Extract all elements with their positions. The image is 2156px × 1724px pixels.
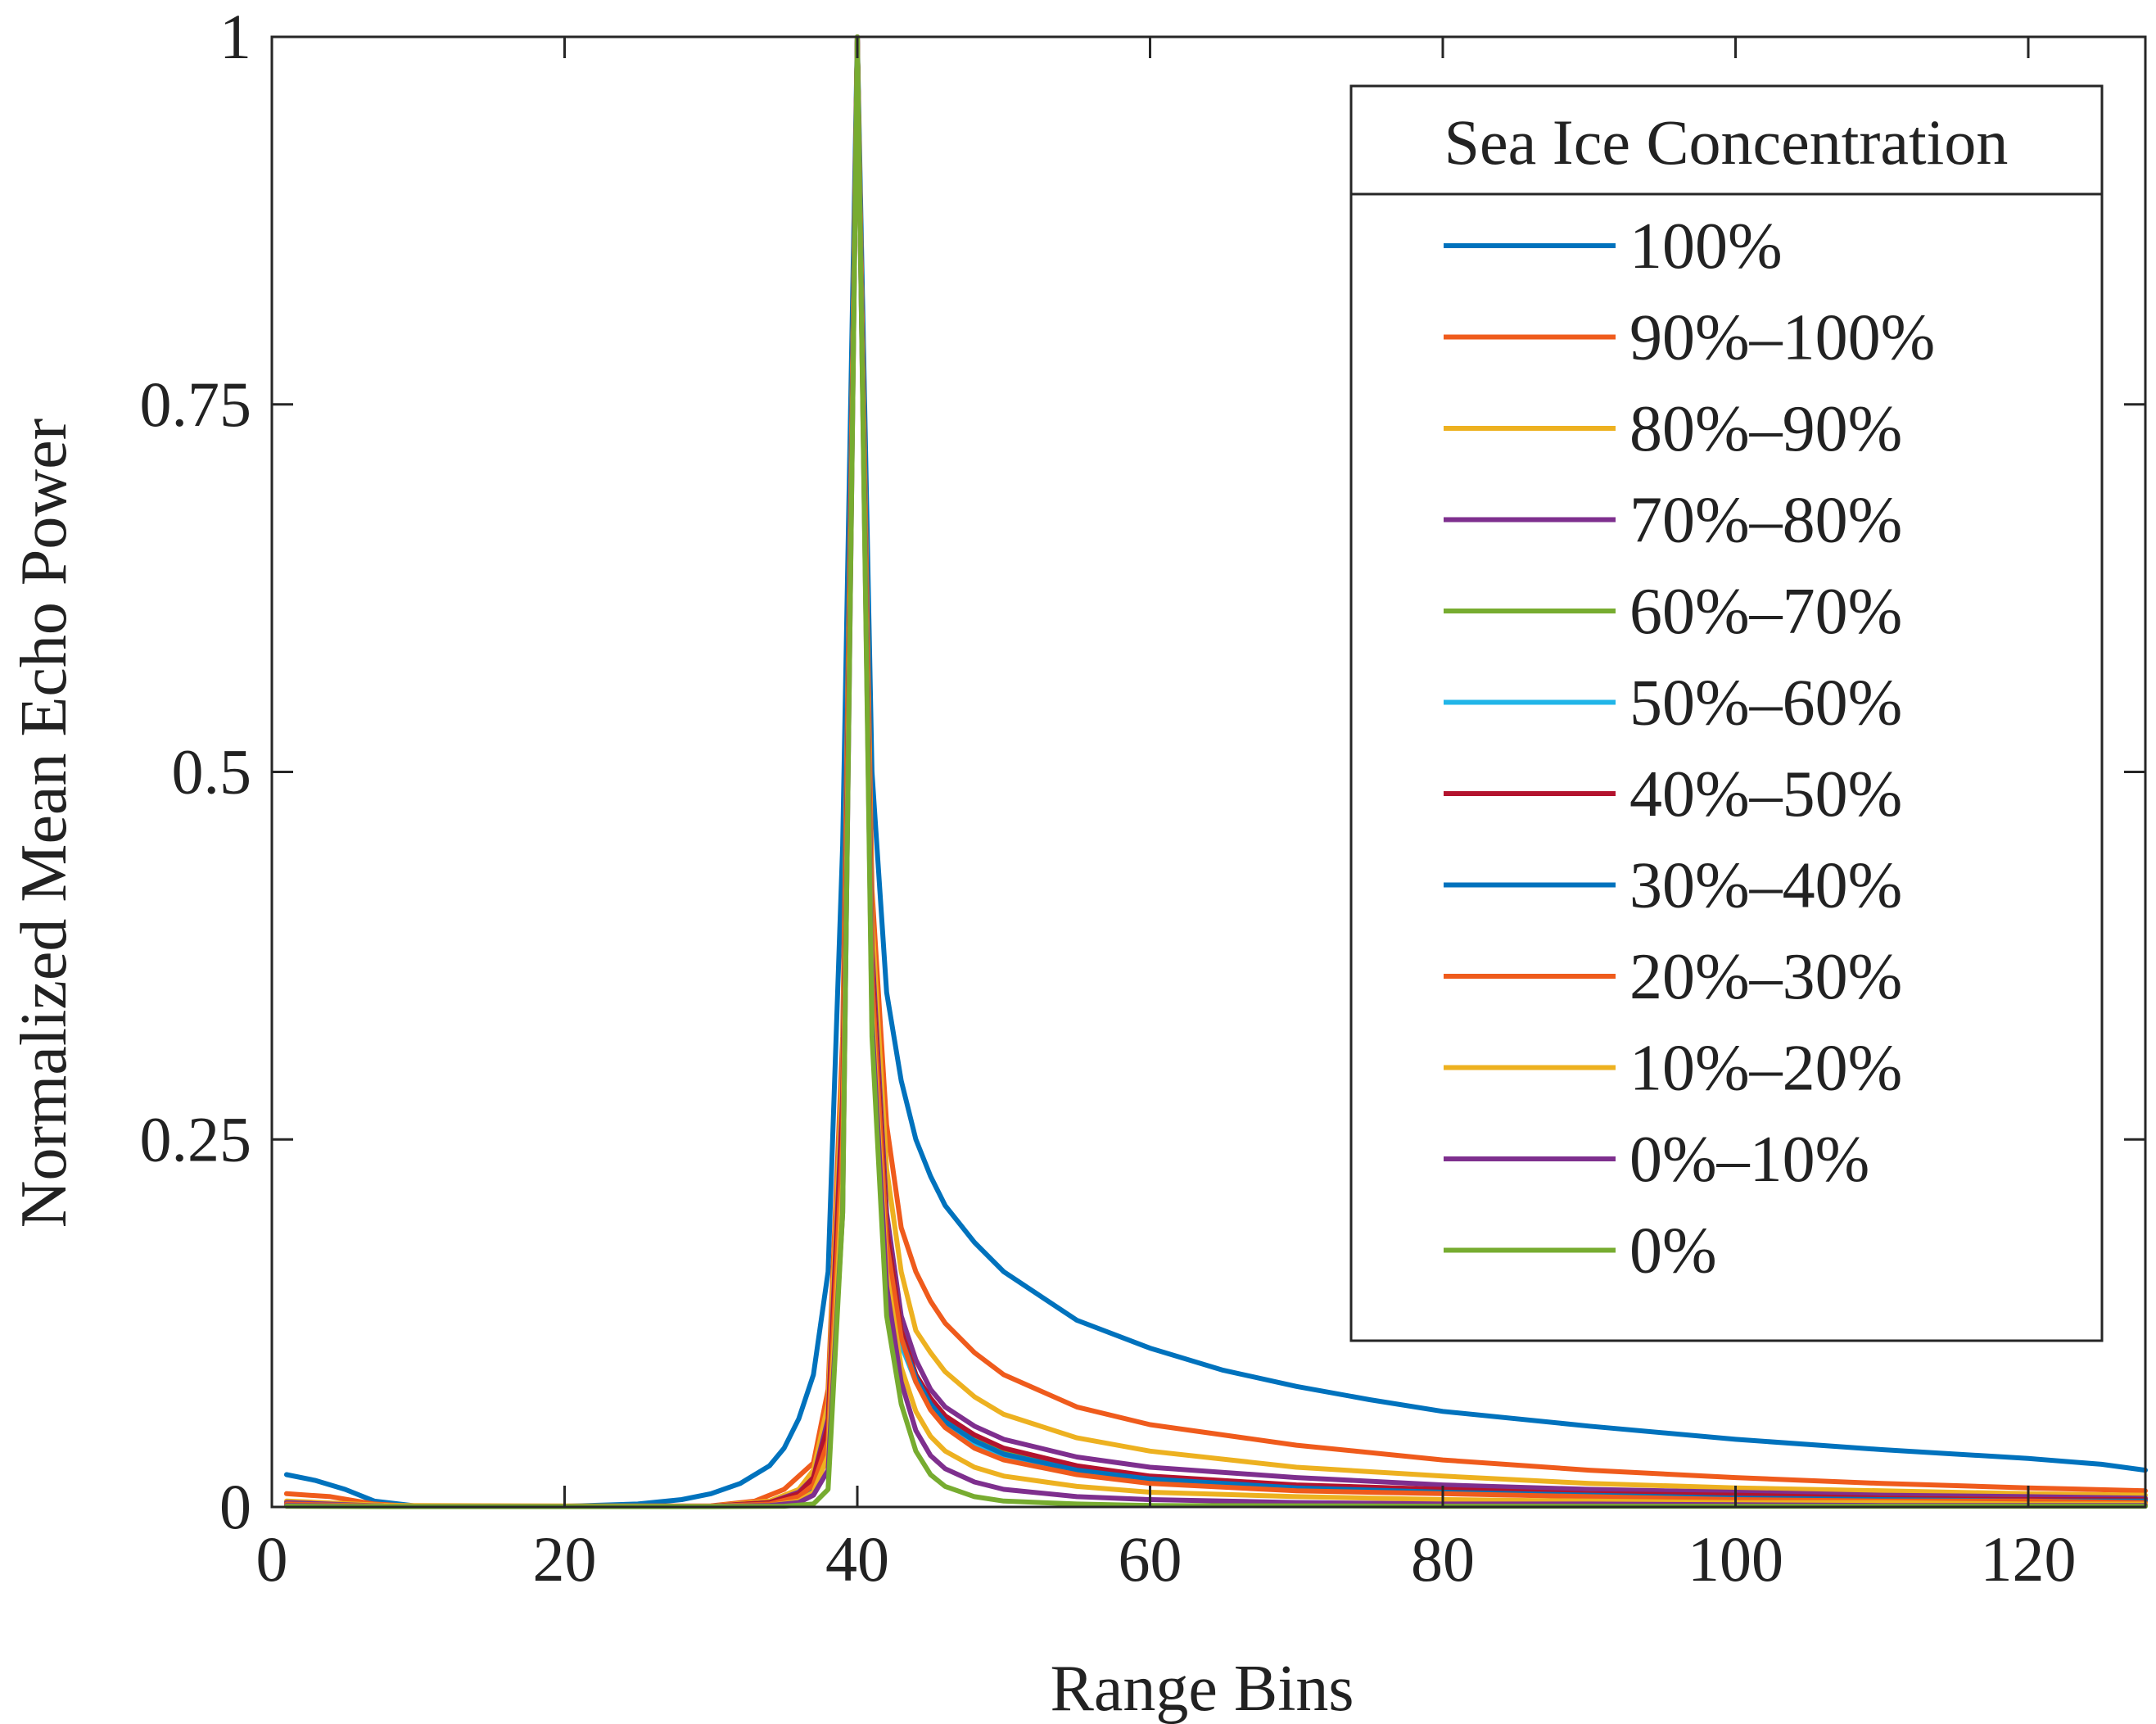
y-axis-label: Normalized Mean Echo Power bbox=[8, 419, 80, 1229]
legend-title: Sea Ice Concentration bbox=[1444, 106, 2009, 178]
plot-lines bbox=[283, 34, 2148, 1509]
legend-entries: 100% 90%–100% 80%–90% 70%–80% 60%–70% 50%–60%… bbox=[1444, 210, 1935, 1287]
x-tick-label: 60 bbox=[1119, 1523, 1182, 1595]
legend-label: 90%–100% bbox=[1629, 302, 1935, 374]
legend-entry: 100% bbox=[1444, 210, 1783, 283]
legend-label: 30%–40% bbox=[1629, 850, 1902, 922]
legend-entry: 70%–80% bbox=[1444, 485, 1902, 557]
y-tick-label: 0.25 bbox=[140, 1103, 252, 1174]
axis-ticks bbox=[270, 35, 2145, 1509]
y-tick-label: 0.5 bbox=[172, 736, 252, 808]
y-tick-label: 1 bbox=[219, 1, 251, 72]
legend-entry: 40%–50% bbox=[1444, 758, 1902, 830]
x-axis-label: Range Bins bbox=[1050, 1653, 1354, 1724]
x-tick-label: 20 bbox=[533, 1523, 597, 1595]
legend-entry: 50%–60% bbox=[1444, 667, 1902, 740]
legend-entry: 30%–40% bbox=[1444, 850, 1902, 922]
legend-label: 0%–10% bbox=[1629, 1124, 1869, 1196]
x-tick-label: 80 bbox=[1411, 1523, 1475, 1595]
legend-entry: 80%–90% bbox=[1444, 393, 1902, 465]
legend-box bbox=[1349, 84, 2104, 1342]
x-tick-label: 120 bbox=[1981, 1523, 2077, 1595]
legend-label: 0% bbox=[1629, 1215, 1717, 1287]
legend-entry: 20%–30% bbox=[1444, 941, 1902, 1013]
y-tick-label: 0 bbox=[219, 1471, 251, 1542]
series-line bbox=[283, 34, 2148, 1509]
legend-entry: 60%–70% bbox=[1444, 576, 1902, 648]
legend-label: 50%–60% bbox=[1629, 667, 1902, 740]
x-tick-label: 100 bbox=[1688, 1523, 1783, 1595]
legend: Sea Ice Concentration 100% 90%–100% 80%–90… bbox=[1349, 84, 2104, 1342]
legend-entry: 10%–20% bbox=[1444, 1033, 1902, 1105]
legend-entry: 0% bbox=[1444, 1215, 1717, 1287]
legend-label: 10%–20% bbox=[1629, 1033, 1902, 1105]
legend-label: 80%–90% bbox=[1629, 393, 1902, 465]
series-line bbox=[283, 34, 2148, 1509]
legend-label: 40%–50% bbox=[1629, 758, 1902, 830]
legend-label: 60%–70% bbox=[1629, 576, 1902, 648]
legend-label: 20%–30% bbox=[1629, 941, 1902, 1013]
y-tick-label: 0.75 bbox=[140, 369, 252, 440]
legend-entry: 0%–10% bbox=[1444, 1124, 1869, 1196]
axis-tick-labels: 0 20 40 60 80 100 120 0 0.25 0.5 0.75 1 bbox=[140, 1, 2077, 1595]
x-tick-label: 40 bbox=[825, 1523, 889, 1595]
legend-entry: 90%–100% bbox=[1444, 302, 1935, 374]
legend-label: 100% bbox=[1629, 210, 1783, 283]
legend-label: 70%–80% bbox=[1629, 485, 1902, 557]
series-line bbox=[283, 34, 2148, 1509]
x-tick-label: 0 bbox=[256, 1523, 288, 1595]
